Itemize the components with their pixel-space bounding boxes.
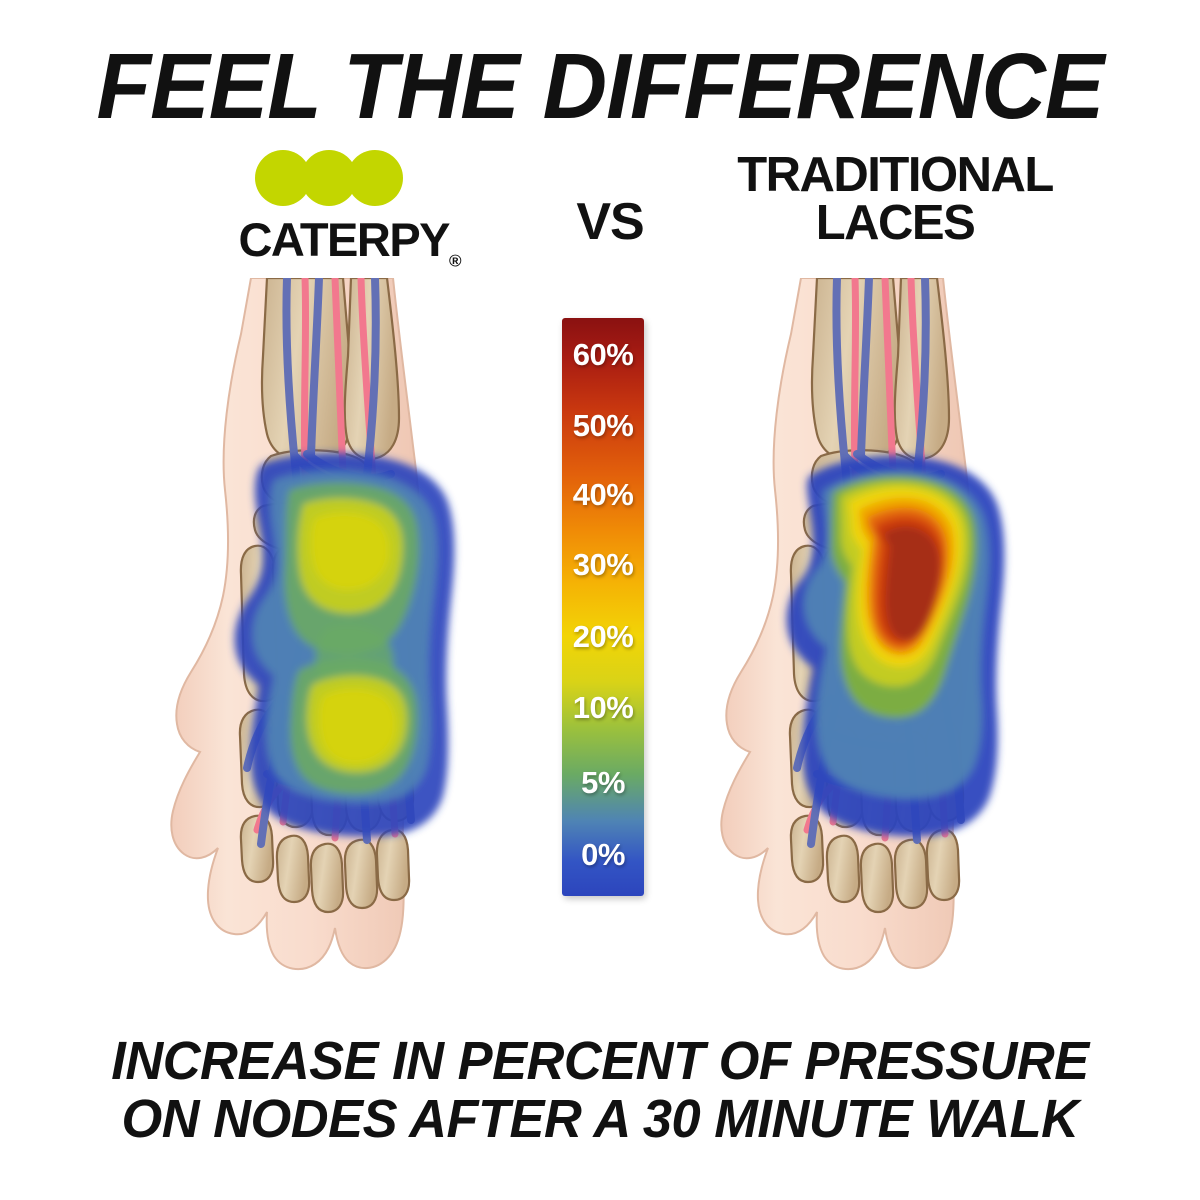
logo-circle-3 [347,150,403,206]
caption: INCREASE IN PERCENT OF PRESSURE ON NODES… [18,1032,1182,1149]
colorbar-tick-50: 50% [572,408,634,443]
caption-line-2: ON NODES AFTER A 30 MINUTE WALK [121,1089,1079,1150]
pressure-heatmap-traditional [786,455,1005,837]
brand-caterpy: CATERPY® [205,150,495,271]
traditional-line-2: LACES [815,195,976,250]
pressure-heatmap-caterpy [234,453,455,837]
page-title: FEEL THE DIFFERENCE [96,34,1105,138]
vs-label: VS [576,193,644,251]
traditional-line-1: TRADITIONAL [737,148,1054,202]
legend-colorbar: 60% 50% 40% 30% 20% 10% 5% 0% [562,318,644,896]
foot-anatomy-caterpy [170,278,455,971]
brand-traditional-laces: TRADITIONAL LACES [680,148,1110,250]
heatmap-panel-caterpy [155,278,485,1013]
colorbar-tick-60: 60% [572,337,634,372]
comparison-header: CATERPY® VS TRADITIONAL LACES [0,150,1200,275]
colorbar-tick-20: 20% [572,619,634,654]
colorbar-tick-10: 10% [572,690,634,725]
registered-trademark-icon: ® [449,251,462,271]
colorbar-gradient [562,318,644,896]
colorbar-tick-5: 5% [581,765,625,800]
colorbar-tick-40: 40% [572,477,634,512]
brand-name-text: CATERPY [238,213,450,266]
brand-name-caterpy: CATERPY® [238,212,461,271]
colorbar-tick-0: 0% [581,837,625,872]
colorbar-tick-30: 30% [572,547,634,582]
three-circles-logo-icon [255,150,445,206]
caption-line-1: INCREASE IN PERCENT OF PRESSURE [111,1031,1089,1091]
foot-anatomy-traditional [720,278,1005,971]
heatmap-panel-traditional [705,278,1035,1013]
